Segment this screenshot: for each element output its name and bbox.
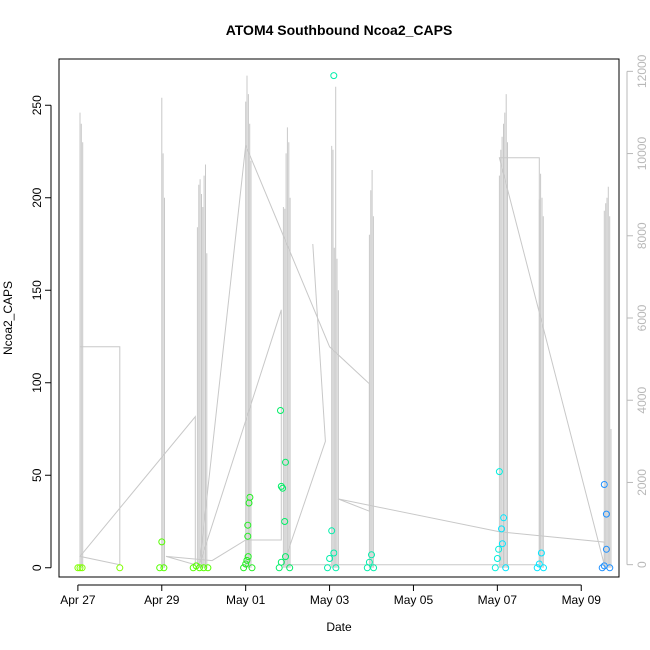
- x-tick-label: May 01: [226, 593, 266, 607]
- data-point: [324, 564, 331, 572]
- data-point: [495, 545, 503, 553]
- data-point: [326, 555, 334, 562]
- axes: Apr 27 Apr 29 May 01 May 03 May 05 May 07 May …: [30, 54, 649, 607]
- data-point: [500, 514, 508, 522]
- data-point: [286, 564, 294, 572]
- y-tick-label: 250: [30, 95, 44, 115]
- y2-tick-label: 8000: [635, 222, 649, 249]
- data-point: [282, 458, 289, 466]
- y-tick-label: 50: [30, 468, 44, 482]
- data-point: [242, 560, 250, 568]
- data-point: [281, 518, 289, 525]
- data-point: [156, 564, 164, 572]
- data-point: [196, 564, 203, 572]
- data-point: [537, 549, 545, 557]
- x-tick-label: Apr 29: [144, 593, 180, 607]
- data-point: [76, 564, 84, 572]
- data-point: [246, 493, 254, 501]
- y2-tick-label: 6000: [635, 304, 649, 331]
- data-point: [365, 558, 373, 566]
- x-tick-label: Apr 27: [60, 593, 96, 607]
- spike-bursts: [79, 75, 612, 568]
- data-point: [498, 540, 506, 548]
- y-tick-label: 200: [30, 187, 44, 207]
- x-axis-label: Date: [326, 620, 352, 634]
- data-point: [160, 564, 168, 572]
- data-point: [330, 72, 338, 80]
- data-point: [540, 564, 547, 572]
- data-point: [493, 555, 501, 562]
- x-tick-label: May 03: [310, 593, 350, 607]
- y2-tick-label: 2000: [635, 469, 649, 496]
- data-point: [243, 556, 251, 564]
- data-point: [277, 482, 285, 490]
- x-tick-label: May 07: [478, 593, 518, 607]
- data-point: [495, 468, 503, 476]
- data-point: [204, 564, 212, 572]
- data-point: [535, 560, 543, 568]
- data-point: [602, 545, 610, 553]
- data-point: [330, 549, 338, 557]
- data-point: [282, 553, 289, 561]
- chart-title: ATOM4 Southbound Ncoa2_CAPS: [226, 22, 453, 38]
- data-point: [602, 510, 610, 518]
- data-point: [606, 564, 614, 572]
- y2-tick-label: 10000: [635, 137, 649, 171]
- data-point: [116, 564, 124, 572]
- y2-tick-label: 12000: [635, 54, 649, 88]
- data-point: [498, 525, 505, 533]
- data-point: [328, 527, 336, 535]
- y-axis-label: Ncoa2_CAPS: [1, 281, 15, 355]
- x-tick-label: May 05: [394, 593, 434, 607]
- y-tick-label: 0: [30, 564, 44, 571]
- data-point: [244, 532, 252, 540]
- data-point: [277, 407, 284, 414]
- data-point: [598, 564, 606, 572]
- data-point: [279, 484, 287, 492]
- data-point: [74, 564, 82, 572]
- data-point: [502, 564, 510, 572]
- data-point: [200, 564, 208, 572]
- data-point: [332, 564, 340, 572]
- y2-tick-label: 0: [635, 561, 649, 568]
- data-point: [240, 564, 248, 572]
- data-point: [368, 551, 375, 559]
- data-point: [277, 558, 285, 566]
- data-point: [158, 538, 166, 546]
- data-point: [600, 481, 608, 488]
- data-point: [491, 564, 499, 572]
- data-point: [370, 564, 378, 572]
- y2-tick-label: 4000: [635, 387, 649, 414]
- data-point: [248, 564, 256, 572]
- y-tick-label: 100: [30, 372, 44, 392]
- data-points: [74, 72, 614, 572]
- data-point: [244, 521, 252, 529]
- data-point: [244, 553, 252, 561]
- y-tick-label: 150: [30, 280, 44, 300]
- data-point: [78, 564, 86, 572]
- plot-frame: [58, 58, 620, 578]
- x-tick-label: May 09: [562, 593, 602, 607]
